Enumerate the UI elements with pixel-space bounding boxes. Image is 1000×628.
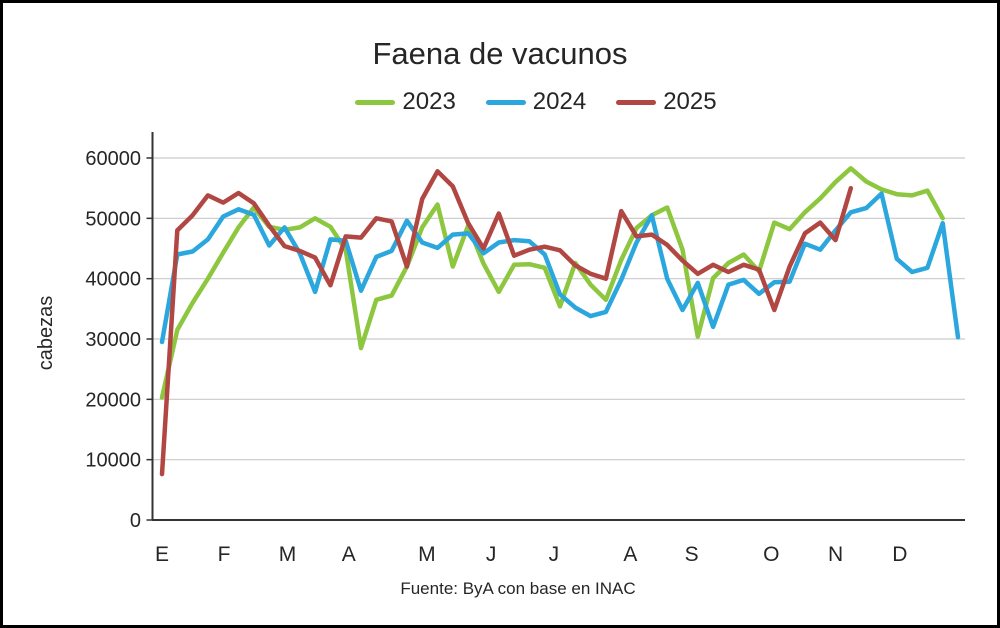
x-tick-label-2-M: M (279, 543, 297, 566)
gridlines (152, 157, 965, 461)
x-tick-label-4-M: M (418, 543, 436, 566)
legend: 2023 2024 2025 (36, 88, 1000, 116)
legend-label-2023: 2023 (402, 88, 456, 115)
y-tick-label-40000: 40000 (85, 269, 141, 291)
x-tick-label-5-J: J (486, 543, 497, 566)
legend-item-2024: 2024 (485, 88, 587, 116)
axes (146, 132, 965, 521)
legend-label-2024: 2024 (532, 88, 587, 115)
y-tick-label-0: 0 (130, 510, 141, 532)
legend-swatch-2023 (355, 99, 396, 105)
y-tick-labels: 0 10000 20000 30000 40000 50000 60000 (85, 148, 141, 532)
x-tick-label-7-A: A (623, 543, 637, 566)
x-tick-label-8-S: S (685, 543, 699, 566)
x-tick-label-11-D: D (892, 543, 907, 566)
x-tick-label-6-J: J (549, 543, 560, 566)
source-note: Fuente: ByA con base en INAC (400, 579, 636, 598)
y-tick-label-30000: 30000 (85, 329, 141, 351)
y-tick-label-50000: 50000 (85, 208, 141, 230)
legend-item-2023: 2023 (355, 88, 456, 116)
series-line-2024 (159, 191, 961, 345)
legend-item-2025: 2025 (616, 88, 717, 116)
chart-title: Faena de vacunos (372, 36, 628, 71)
legend-label-2025: 2025 (663, 88, 717, 115)
x-tick-label-9-O: O (763, 543, 779, 566)
y-tick-label-60000: 60000 (85, 148, 141, 170)
y-tick-label-10000: 10000 (85, 450, 141, 472)
legend-swatch-2025 (616, 99, 657, 105)
y-tick-label-20000: 20000 (85, 389, 141, 411)
x-tick-label-1-F: F (218, 543, 231, 566)
y-axis-title: cabezas (35, 295, 57, 371)
series-lines (159, 166, 961, 477)
legend-swatch-2024 (485, 99, 526, 105)
series-line-2025 (159, 169, 854, 477)
x-tick-label-0-E: E (155, 543, 169, 566)
x-tick-label-3-A: A (342, 543, 356, 566)
x-tick-label-10-N: N (828, 543, 843, 566)
series-line-2023 (159, 166, 945, 400)
